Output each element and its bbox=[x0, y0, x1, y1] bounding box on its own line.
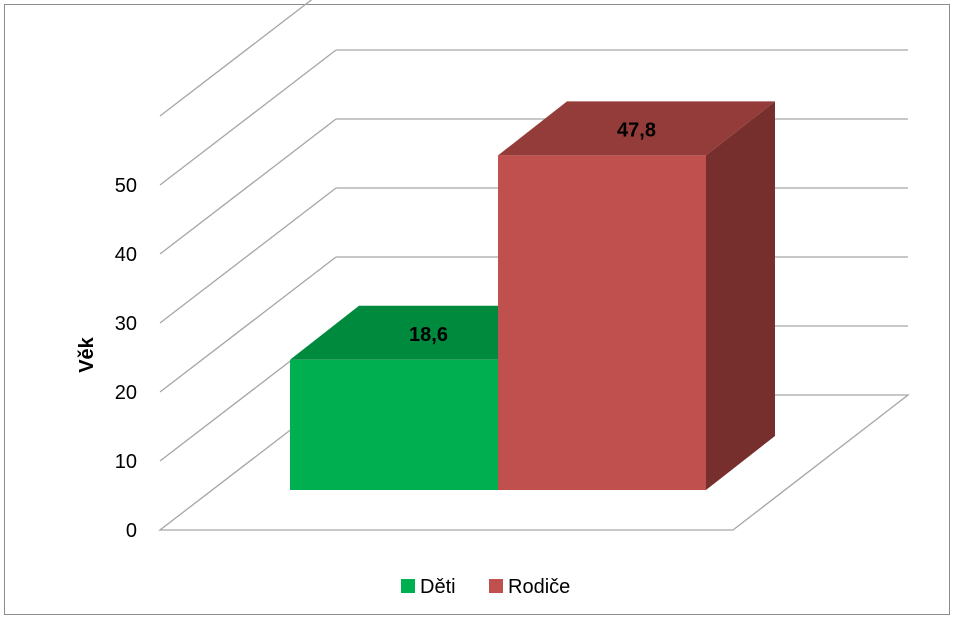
y-tick-label: 20 bbox=[115, 382, 137, 404]
legend-item: Rodiče bbox=[489, 576, 570, 598]
y-tick-label: 10 bbox=[115, 451, 137, 473]
gridline-side bbox=[159, 49, 337, 186]
y-tick-label: 40 bbox=[115, 244, 137, 266]
bar-deti-front bbox=[290, 359, 498, 490]
floor bbox=[158, 394, 910, 531]
gridline-side bbox=[159, 256, 337, 393]
data-label: 47,8 bbox=[617, 119, 656, 141]
gridline-side bbox=[159, 187, 337, 324]
bar-rodice-top bbox=[498, 101, 775, 156]
data-labels: 18,6 47,8 bbox=[409, 119, 656, 345]
bar-rodice bbox=[498, 101, 775, 491]
bar-rodice-front bbox=[498, 155, 706, 490]
legend-label: Rodiče bbox=[508, 576, 570, 598]
bar-deti-top bbox=[290, 305, 567, 360]
legend-item: Děti bbox=[401, 576, 456, 598]
legend-swatch bbox=[401, 579, 415, 593]
legend: Děti Rodiče bbox=[401, 576, 570, 598]
legend-swatch bbox=[489, 579, 503, 593]
y-axis-ticks: 0 10 20 30 40 50 bbox=[115, 175, 137, 542]
gridline-side bbox=[159, 0, 313, 117]
gridline-side bbox=[159, 118, 337, 255]
y-axis-label: Věk bbox=[76, 336, 98, 372]
data-label: 18,6 bbox=[409, 324, 448, 346]
y-tick-label: 50 bbox=[115, 175, 137, 197]
y-tick-label: 30 bbox=[115, 313, 137, 335]
bars bbox=[290, 101, 775, 491]
bar-rodice-side bbox=[706, 101, 775, 491]
y-tick-label: 0 bbox=[126, 520, 137, 542]
legend-label: Děti bbox=[420, 576, 456, 598]
